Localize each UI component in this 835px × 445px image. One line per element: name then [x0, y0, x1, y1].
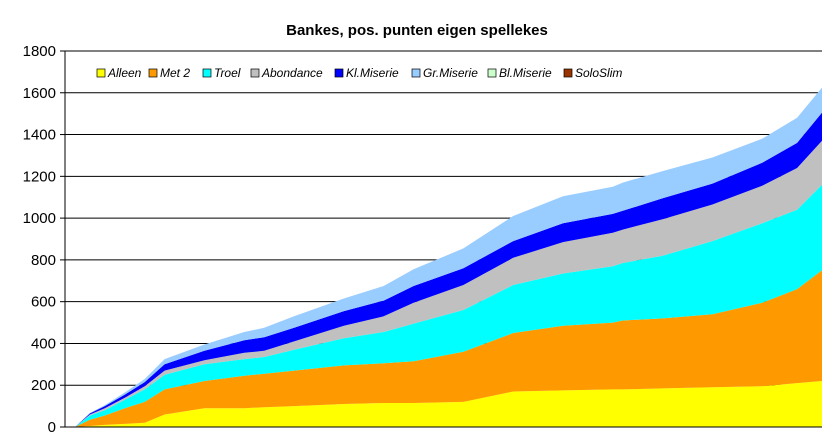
- y-tick-label: 1600: [23, 85, 56, 102]
- series-areas: [65, 87, 822, 428]
- legend-swatch: [96, 68, 106, 78]
- y-tick-label: 1400: [23, 127, 56, 144]
- area-series-1: [65, 270, 822, 427]
- axes: 0 200 400 600 800 1000 1200 1400 1600 1800: [23, 43, 822, 436]
- y-tick-label: 1000: [23, 210, 56, 227]
- legend-label: Kl.Miserie: [346, 66, 399, 80]
- legend-swatch: [563, 68, 573, 78]
- legend-swatch: [487, 68, 497, 78]
- chart-title: Bankes, pos. punten eigen spellekes: [286, 22, 548, 39]
- legend-label: Alleen: [107, 66, 142, 80]
- area-series-2: [65, 184, 822, 427]
- legend-label: SoloSlim: [575, 66, 622, 80]
- area-series-4: [65, 112, 822, 427]
- y-tick-label: 200: [31, 377, 56, 394]
- y-tick-label: 1800: [23, 43, 56, 60]
- legend-swatch: [148, 68, 158, 78]
- area-series-5: [65, 87, 822, 427]
- legend-label: Abondance: [261, 66, 323, 80]
- legend-label: Troel: [214, 66, 241, 80]
- gridlines: [65, 50, 822, 386]
- legend-swatch: [334, 68, 344, 78]
- y-tick-label: 800: [31, 252, 56, 269]
- legend-label: Met 2: [160, 66, 190, 80]
- y-tick-label: 1200: [23, 168, 56, 185]
- y-tick-label: 600: [31, 294, 56, 311]
- legend-label: Bl.Miserie: [499, 66, 552, 80]
- area-series-0: [65, 381, 822, 427]
- y-tick-label: 0: [48, 419, 56, 436]
- legend-swatch: [202, 68, 212, 78]
- legend-label: Gr.Miserie: [423, 66, 478, 80]
- legend: Alleen Met 2 Troel Abondance Kl.Miserie Gr.Mi…: [96, 66, 622, 80]
- legend-swatch: [250, 68, 260, 78]
- y-tick-label: 400: [31, 335, 56, 352]
- area-series-3: [65, 140, 822, 428]
- legend-swatch: [411, 68, 421, 78]
